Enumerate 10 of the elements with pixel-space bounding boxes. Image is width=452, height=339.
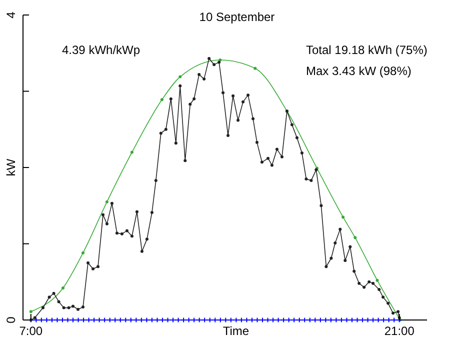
chart-title: 10 September [199, 10, 275, 24]
y-axis-title: kW [4, 158, 18, 176]
x-axis-title: Time [222, 324, 250, 338]
x-tick-label: 21:00 [384, 324, 415, 338]
annotation: Max 3.43 kW (98%) [306, 64, 412, 78]
annotation: Total 19.18 kWh (75%) [306, 43, 428, 57]
y-tick-label: 4 [4, 11, 18, 18]
annotation: 4.39 kWh/kWp [62, 43, 140, 57]
x-tick-label: 7:00 [19, 324, 43, 338]
y-tick-label: 0 [4, 316, 18, 324]
